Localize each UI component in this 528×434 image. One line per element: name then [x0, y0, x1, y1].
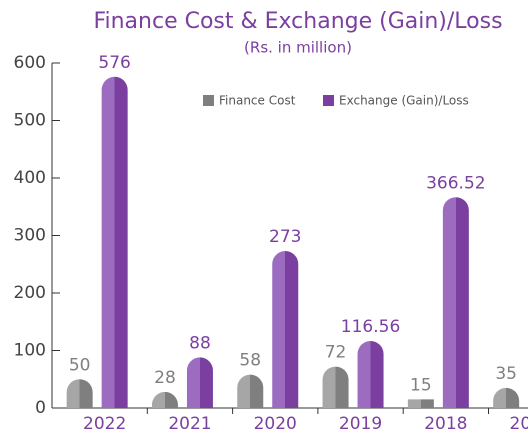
x-tick-label: 2021: [168, 414, 211, 434]
chart-title: Finance Cost & Exchange (Gain)/Loss: [93, 9, 502, 34]
chart-subtitle: (Rs. in million): [244, 39, 352, 57]
x-tick-label: 2019: [339, 414, 382, 434]
bar: [151, 391, 178, 408]
value-label: 72: [325, 343, 347, 363]
x-tick-label: 2018: [424, 414, 467, 434]
value-label: 50: [69, 355, 91, 375]
value-label: 88: [189, 333, 211, 353]
x-tick-label: 2022: [83, 414, 126, 434]
y-tick-label: 600: [14, 53, 46, 73]
legend-label: Finance Cost: [219, 94, 296, 108]
bar: [407, 399, 434, 408]
value-label: 273: [269, 227, 301, 247]
value-label: 15: [410, 375, 432, 395]
x-tick-label: 2017: [510, 414, 528, 434]
y-tick-label: 200: [14, 283, 46, 303]
legend-swatch: [323, 95, 334, 106]
value-label: 28: [154, 368, 176, 388]
value-label: 366.52: [426, 173, 485, 193]
legend-swatch: [203, 95, 214, 106]
bar: [186, 357, 213, 408]
bar: [322, 366, 349, 408]
y-tick-label: 0: [35, 398, 46, 418]
bar: [442, 197, 469, 408]
value-label: 58: [239, 351, 261, 371]
bar: [272, 251, 299, 408]
x-tick-label: 2020: [254, 414, 297, 434]
value-label: 35: [495, 364, 517, 384]
bar: [357, 340, 384, 408]
bar: [237, 374, 264, 408]
y-tick-label: 500: [14, 111, 46, 131]
value-label: 116.56: [341, 317, 400, 337]
y-tick-label: 400: [14, 168, 46, 188]
bar: [101, 76, 128, 408]
bar: [493, 387, 520, 408]
value-label: 576: [98, 53, 130, 73]
y-tick-label: 100: [14, 341, 46, 361]
y-tick-label: 300: [14, 226, 46, 246]
bar: [66, 379, 93, 408]
legend-label: Exchange (Gain)/Loss: [339, 94, 469, 108]
